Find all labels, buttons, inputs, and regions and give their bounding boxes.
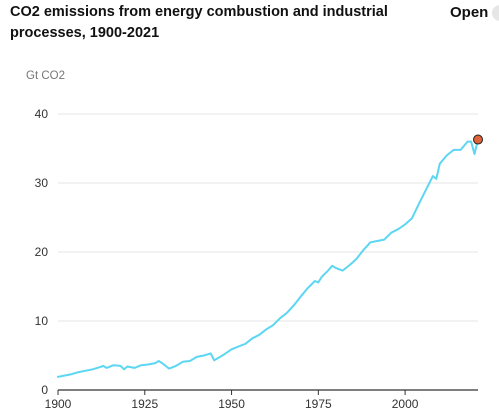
x-tick-label: 1900 — [45, 397, 72, 411]
tick-labels: 0 10 20 30 40 1900 1925 1950 1975 2000 — [35, 107, 419, 411]
y-axis-label: Gt CO2 — [26, 70, 65, 82]
x-tick-label: 1925 — [131, 397, 158, 411]
grid-lines — [57, 113, 478, 395]
open-icon — [492, 4, 499, 21]
y-tick-label: 40 — [35, 107, 49, 121]
y-tick-label: 30 — [35, 176, 49, 190]
highlight-point[interactable] — [473, 134, 483, 145]
x-tick-label: 1950 — [218, 397, 245, 411]
x-tick-label: 2000 — [392, 397, 419, 411]
x-tick-label: 1975 — [305, 397, 332, 411]
open-button-label: Open — [450, 4, 489, 21]
open-button[interactable]: Open — [450, 4, 499, 21]
series-layer — [57, 134, 483, 378]
y-tick-label: 20 — [35, 245, 49, 259]
y-tick-label: 0 — [41, 383, 48, 397]
y-tick-label: 10 — [35, 314, 49, 328]
series-line — [57, 138, 479, 378]
chart-title: CO2 emissions from energy combustion and… — [10, 4, 388, 41]
